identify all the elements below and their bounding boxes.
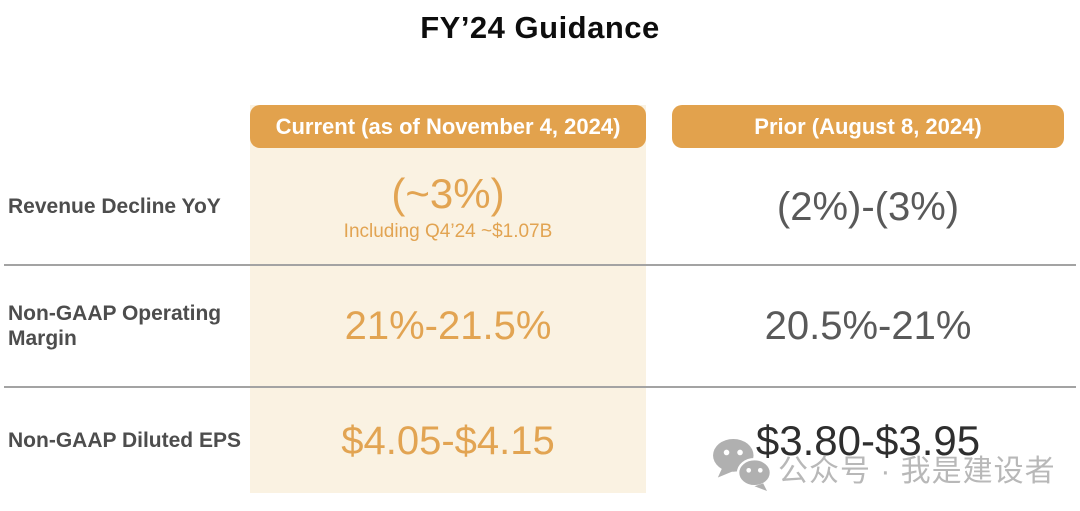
- cell-revenue-decline-prior: (2%)-(3%): [672, 150, 1064, 264]
- page-title: FY’24 Guidance: [420, 10, 660, 45]
- watermark-text: 公众号 · 我是建设者: [778, 454, 1056, 488]
- value-revenue-decline-prior: (2%)-(3%): [776, 185, 960, 229]
- note-revenue-decline-current: Including Q4’24 ~$1.07B: [343, 220, 553, 242]
- value-operating-margin-current: 21%-21.5%: [344, 304, 552, 348]
- value-diluted-eps-prior: $3.80-$3.95: [755, 416, 981, 464]
- wechat-icon: [710, 438, 773, 497]
- row-label-revenue-decline: Revenue Decline YoY: [8, 195, 221, 219]
- value-operating-margin-prior: 20.5%-21%: [764, 304, 972, 348]
- row-label-diluted-eps: Non-GAAP Diluted EPS: [8, 428, 241, 452]
- cell-operating-margin-prior: 20.5%-21%: [672, 266, 1064, 386]
- cell-diluted-eps-prior: $3.80-$3.95: [672, 388, 1064, 493]
- row-divider-1: [4, 264, 1076, 266]
- cell-revenue-decline-current: (~3%) Including Q4’24 ~$1.07B: [250, 150, 646, 264]
- cell-diluted-eps-current: $4.05-$4.15: [250, 388, 646, 493]
- row-divider-2: [4, 386, 1076, 388]
- cell-operating-margin-current: 21%-21.5%: [250, 266, 646, 386]
- value-diluted-eps-current: $4.05-$4.15: [341, 418, 555, 463]
- row-label-operating-margin: Non-GAAP Operating Margin: [8, 301, 222, 350]
- current-column-highlight: [250, 105, 646, 493]
- column-header-prior: Prior (August 8, 2024): [672, 105, 1064, 148]
- column-header-current: Current (as of November 4, 2024): [250, 105, 646, 148]
- value-revenue-decline-current: (~3%): [391, 170, 505, 218]
- watermark: 公众号 · 我是建设者: [710, 438, 1056, 497]
